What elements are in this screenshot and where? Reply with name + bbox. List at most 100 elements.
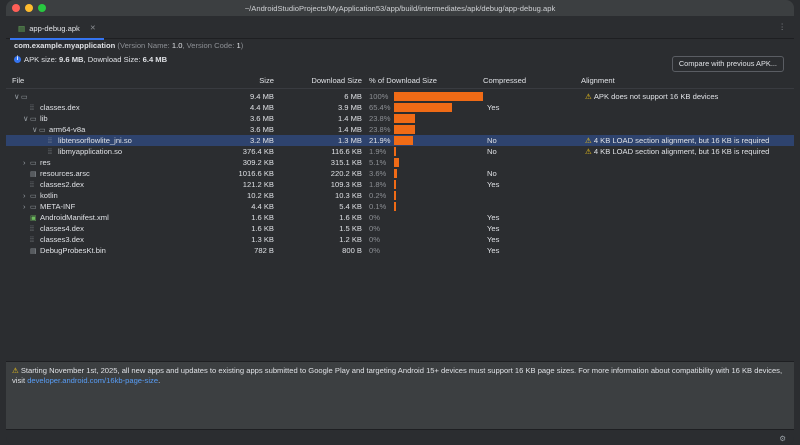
file-name-cell: ∨▭ lib (23, 113, 48, 125)
file-name-cell: ∨▭ arm64-v8a (32, 124, 85, 136)
dex-file-icon: ⁞⁞ (30, 105, 34, 112)
chevron-right-icon[interactable]: › (23, 158, 26, 167)
version-name: 1.0 (171, 41, 183, 50)
table-row[interactable]: ∨▭ 9.4 MB 6 MB 100% ⚠ APK does not support 16… (6, 91, 794, 102)
alignment-text: APK does not support 16 KB devices (593, 92, 719, 101)
download-size-cell: 116.6 KB (331, 147, 362, 156)
compare-with-previous-apk-button[interactable]: Compare with previous APK... (671, 56, 784, 72)
warning-icon: ⚠ (585, 136, 592, 145)
table-row[interactable]: › ▭ kotlin 10.2 KB 10.3 KB 0.2% (6, 190, 794, 201)
file-name-cell: ∨▭ (14, 91, 31, 103)
download-size-bar (394, 92, 483, 101)
table-row[interactable]: ⁞⁞ classes3.dex 1.3 KB 1.2 KB 0% Yes (6, 234, 794, 245)
percent-cell: 0% (369, 213, 380, 222)
package-info: com.example.myapplication (Version Name:… (14, 41, 244, 50)
table-row[interactable]: ⁞⁞ classes4.dex 1.6 KB 1.5 KB 0% Yes (6, 223, 794, 234)
download-size-cell: 1.3 MB (337, 136, 362, 145)
chevron-down-icon[interactable]: ∨ (23, 114, 29, 123)
file-icon: ▤ (30, 171, 37, 178)
download-size-bar (394, 158, 399, 167)
alignment-cell: ⚠ 4 KB LOAD section alignment, but 16 KB … (585, 146, 769, 157)
warning-icon: ⚠ (585, 147, 592, 156)
folder-icon: ▭ (39, 127, 46, 134)
table-row[interactable]: › ▭ META-INF 4.4 KB 5.4 KB 0.1% (6, 201, 794, 212)
compressed-cell: No (487, 169, 497, 178)
alignment-cell: ⚠ 4 KB LOAD section alignment, but 16 KB … (585, 135, 769, 146)
percent-cell: 0.2% (369, 191, 387, 200)
file-name: classes2.dex (40, 180, 84, 189)
table-row[interactable]: ⁞⁞ classes2.dex 121.2 KB 109.3 KB 1.8% Yes (6, 179, 794, 190)
download-size-cell: 10.3 KB (334, 191, 362, 200)
percent-cell: 65.4% (369, 103, 391, 112)
chevron-right-icon[interactable]: › (23, 202, 26, 211)
file-icon: ▤ (30, 248, 37, 255)
folder-icon: ▭ (30, 116, 37, 123)
file-name: res (40, 158, 51, 167)
table-row[interactable]: ⁞⁞ libtensorflowlite_jni.so 3.2 MB 1.3 MB 21… (6, 135, 794, 146)
size-cell: 1.6 KB (251, 213, 274, 222)
column-percent-download[interactable]: % of Download Size (369, 76, 437, 85)
settings-icon[interactable]: ⚙ (779, 434, 786, 443)
file-name: kotlin (40, 191, 58, 200)
download-size-bar (394, 125, 416, 134)
table-row[interactable]: ∨▭ lib 3.6 MB 1.4 MB 23.8% (6, 113, 794, 124)
tab-app-debug-apk[interactable]: ▤ app-debug.apk ✕ (10, 18, 104, 40)
compressed-cell: Yes (487, 213, 500, 222)
column-size[interactable]: Size (259, 76, 274, 85)
apk-size-summary: i APK size: 9.6 MB, Download Size: 6.4 M… (14, 55, 167, 64)
file-name-cell: ⁞⁞ classes.dex (23, 102, 80, 114)
window-controls (12, 4, 46, 12)
compressed-cell: No (487, 147, 497, 156)
size-cell: 309.2 KB (242, 158, 274, 167)
size-cell: 3.2 MB (249, 136, 274, 145)
table-row[interactable]: ⁞⁞ libmyapplication.so 376.4 KB 116.6 KB 1.9… (6, 146, 794, 157)
column-compressed[interactable]: Compressed (483, 76, 527, 85)
dex-file-icon: ⁞⁞ (30, 182, 34, 189)
chevron-right-icon[interactable]: › (23, 191, 26, 200)
percent-cell: 100% (369, 92, 389, 101)
file-name: libtensorflowlite_jni.so (58, 136, 132, 145)
download-size-bar (394, 191, 396, 200)
file-name-cell: ⁞⁞ classes4.dex (23, 223, 84, 235)
compressed-cell: Yes (487, 224, 500, 233)
percent-cell: 0% (369, 246, 380, 255)
chevron-down-icon[interactable]: ∨ (32, 125, 38, 134)
footer-link[interactable]: developer.android.com/16kb-page-size (27, 376, 159, 385)
table-row[interactable]: ▤ resources.arsc 1016.6 KB 220.2 KB 3.6% No (6, 168, 794, 179)
compressed-cell: Yes (487, 235, 500, 244)
download-size-cell: 109.3 KB (330, 180, 362, 189)
column-download-size[interactable]: Download Size (311, 76, 362, 85)
compressed-cell: Yes (487, 246, 500, 255)
column-alignment[interactable]: Alignment (581, 76, 615, 85)
title-bar: ~/AndroidStudioProjects/MyApplication53/… (6, 0, 794, 16)
android-apk-icon: ▤ (18, 23, 26, 33)
folder-icon: ▭ (21, 94, 28, 101)
column-file[interactable]: File (12, 76, 25, 85)
file-name: classes.dex (40, 103, 80, 112)
chevron-down-icon[interactable]: ∨ (14, 92, 20, 101)
table-row[interactable]: ▤ DebugProbesKt.bin 782 B 800 B 0% Yes (6, 245, 794, 256)
file-name: AndroidManifest.xml (40, 213, 109, 222)
percent-cell: 5.1% (369, 158, 387, 167)
close-tab-icon[interactable]: ✕ (89, 25, 96, 32)
table-row[interactable]: ▣ AndroidManifest.xml 1.6 KB 1.6 KB 0% Yes (6, 212, 794, 223)
table-row[interactable]: ∨▭ arm64-v8a 3.6 MB 1.4 MB 23.8% (6, 124, 794, 135)
file-name: resources.arsc (40, 169, 90, 178)
percent-cell: 3.6% (369, 169, 387, 178)
table-row[interactable]: ⁞⁞ classes.dex 4.4 MB 3.9 MB 65.4% Yes (6, 102, 794, 113)
zoom-window-button[interactable] (38, 4, 46, 12)
close-window-button[interactable] (12, 4, 20, 12)
download-size-bar (394, 202, 396, 211)
more-options-icon[interactable]: ⋮ (778, 22, 786, 31)
minimize-window-button[interactable] (25, 4, 33, 12)
file-name: classes4.dex (40, 224, 84, 233)
file-name-cell: ⁞⁞ classes2.dex (23, 179, 84, 191)
file-name: META-INF (40, 202, 76, 211)
size-cell: 782 B (254, 246, 274, 255)
file-name: DebugProbesKt.bin (40, 246, 106, 255)
file-name: classes3.dex (40, 235, 84, 244)
table-row[interactable]: › ▭ res 309.2 KB 315.1 KB 5.1% (6, 157, 794, 168)
folder-icon: ▭ (30, 204, 37, 211)
file-name: lib (40, 114, 48, 123)
download-size-cell: 1.5 KB (339, 224, 362, 233)
